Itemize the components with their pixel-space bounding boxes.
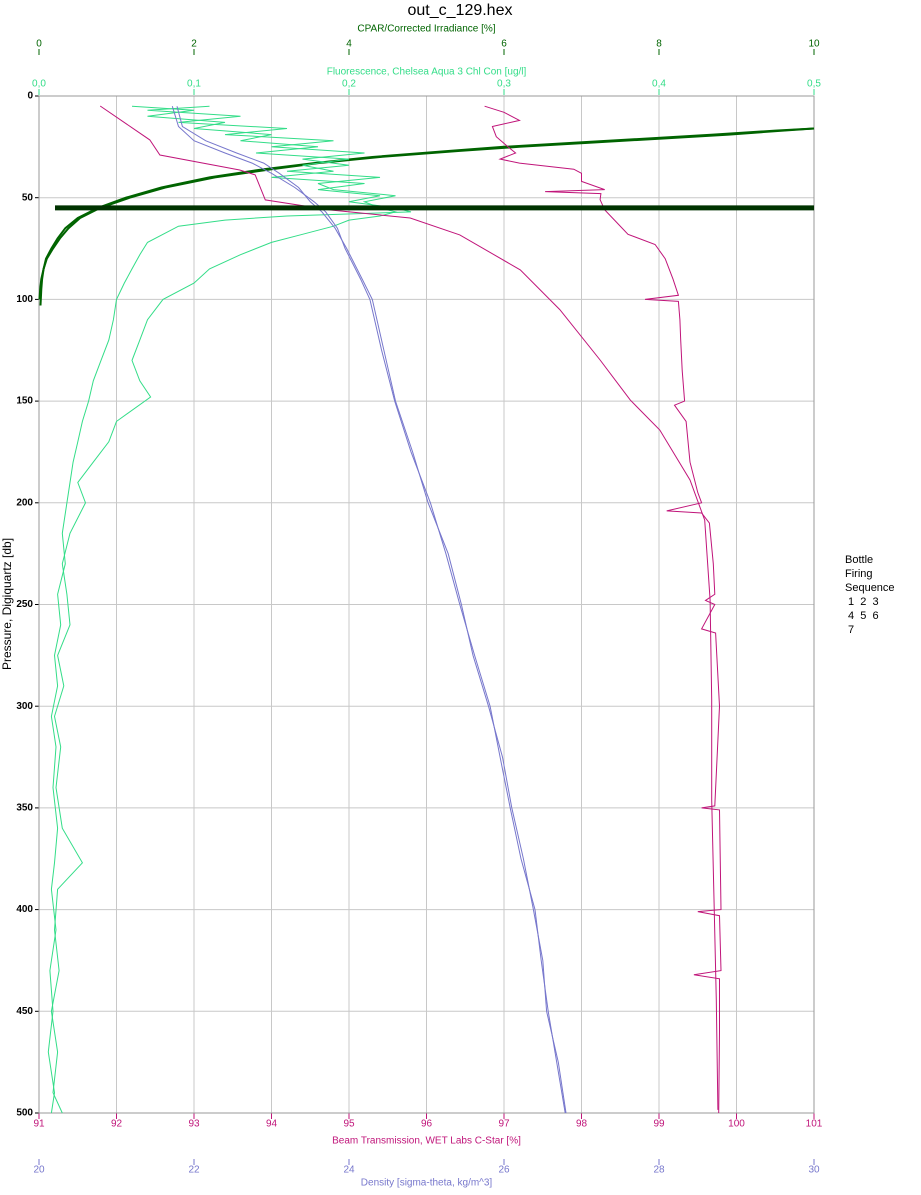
legend-entry: 4 5 6 bbox=[848, 610, 879, 622]
x-tick-label: 0,5 bbox=[807, 79, 821, 90]
x-tick-label: 97 bbox=[498, 1119, 510, 1130]
y-tick-label: 350 bbox=[16, 803, 33, 814]
legend-title: Sequence bbox=[845, 582, 895, 594]
x-tick-label: 0,1 bbox=[187, 79, 201, 90]
axis-title: CPAR/Corrected Irradiance [%] bbox=[357, 24, 495, 35]
legend-entry: 1 2 3 bbox=[848, 596, 879, 608]
legend-entry: 7 bbox=[848, 624, 854, 636]
x-tick-label: 101 bbox=[806, 1119, 823, 1130]
x-tick-label: 0 bbox=[36, 39, 42, 50]
x-tick-label: 24 bbox=[343, 1165, 355, 1176]
x-tick-label: 100 bbox=[728, 1119, 745, 1130]
x-tick-label: 96 bbox=[421, 1119, 433, 1130]
x-tick-label: 22 bbox=[188, 1165, 200, 1176]
x-tick-label: 91 bbox=[33, 1119, 45, 1130]
x-tick-label: 20 bbox=[33, 1165, 45, 1176]
y-tick-label: 200 bbox=[16, 497, 33, 508]
x-tick-label: 4 bbox=[346, 39, 352, 50]
legend-title: Firing bbox=[845, 568, 873, 580]
axis-title: Fluorescence, Chelsea Aqua 3 Chl Con [ug… bbox=[327, 67, 527, 78]
y-tick-label: 250 bbox=[16, 599, 33, 610]
y-tick-label: 400 bbox=[16, 904, 33, 915]
y-tick-label: 500 bbox=[16, 1108, 33, 1119]
x-tick-label: 0,0 bbox=[32, 79, 46, 90]
x-tick-label: 94 bbox=[266, 1119, 278, 1130]
y-tick-label: 150 bbox=[16, 396, 33, 407]
x-tick-label: 8 bbox=[656, 39, 662, 50]
x-tick-label: 2 bbox=[191, 39, 197, 50]
profile-line bbox=[39, 127, 815, 306]
x-tick-label: 92 bbox=[111, 1119, 123, 1130]
x-tick-label: 28 bbox=[653, 1165, 665, 1176]
x-tick-label: 0,2 bbox=[342, 79, 356, 90]
chart-title: out_c_129.hex bbox=[408, 2, 513, 19]
axis-title: Beam Transmission, WET Labs C-Star [%] bbox=[332, 1136, 521, 1147]
profile-line bbox=[171, 106, 566, 1114]
y-tick-label: 0 bbox=[27, 91, 33, 102]
x-tick-label: 26 bbox=[498, 1165, 510, 1176]
y-tick-label: 450 bbox=[16, 1006, 33, 1017]
y-tick-label: 100 bbox=[16, 294, 33, 305]
x-tick-label: 95 bbox=[343, 1119, 355, 1130]
axis-title: Density [sigma-theta, kg/m^3] bbox=[361, 1178, 493, 1189]
y-tick-label: 50 bbox=[22, 192, 34, 203]
profile-line bbox=[176, 106, 567, 1114]
y-tick-label: 300 bbox=[16, 701, 33, 712]
legend-title: Bottle bbox=[845, 554, 873, 566]
profile-line bbox=[47, 105, 412, 1114]
x-tick-label: 99 bbox=[653, 1119, 665, 1130]
plot-frame bbox=[38, 95, 815, 1114]
x-tick-label: 30 bbox=[808, 1165, 820, 1176]
x-tick-label: 93 bbox=[188, 1119, 200, 1130]
profile-line bbox=[484, 105, 722, 1114]
y-axis-title: Pressure, Digiquartz [db] bbox=[0, 538, 14, 670]
profile-line bbox=[99, 105, 719, 1110]
x-tick-label: 6 bbox=[501, 39, 507, 50]
profile-line bbox=[50, 105, 398, 1114]
x-tick-label: 98 bbox=[576, 1119, 588, 1130]
x-tick-label: 0,4 bbox=[652, 79, 666, 90]
x-tick-label: 10 bbox=[808, 39, 820, 50]
x-tick-label: 0,3 bbox=[497, 79, 511, 90]
